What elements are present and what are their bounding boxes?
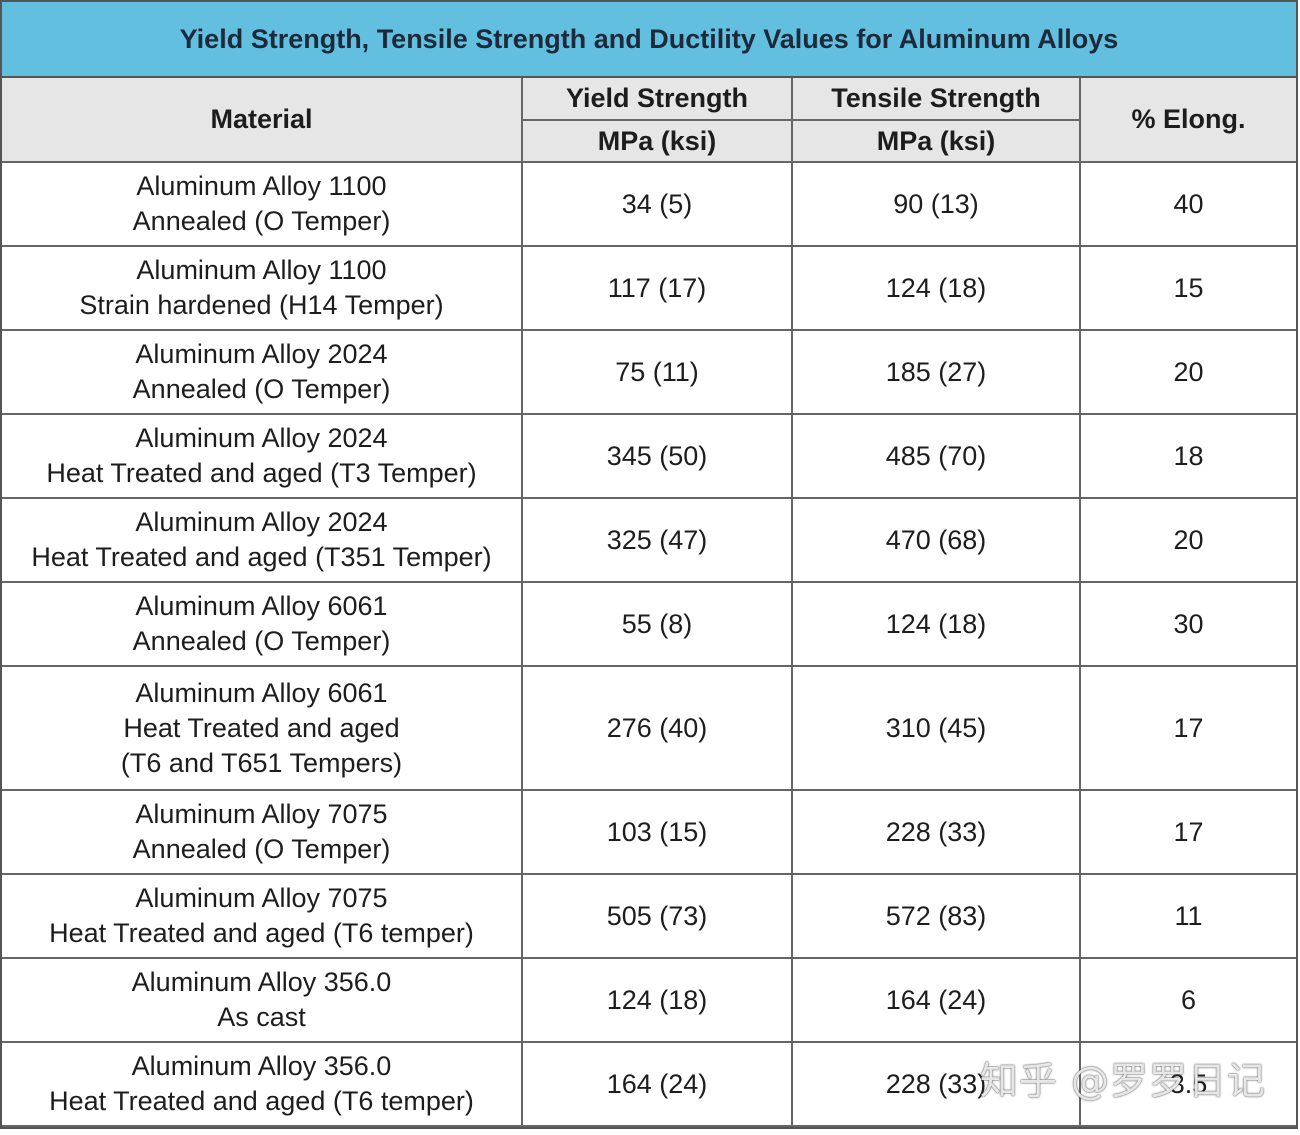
cell-elongation: 17: [1079, 789, 1296, 875]
cell-tensile-strength: 124 (18): [791, 245, 1081, 331]
cell-elongation: 40: [1079, 162, 1296, 247]
watermark: 知乎 @罗罗日记: [979, 1059, 1266, 1103]
table-row: Aluminum Alloy 6061 Annealed (O Temper) 55…: [2, 581, 1296, 667]
material-line: Annealed (O Temper): [132, 374, 391, 404]
cell-elongation: 17: [1079, 665, 1296, 791]
table-row: Aluminum Alloy 2024 Heat Treated and aged…: [2, 497, 1296, 583]
table-row: Aluminum Alloy 1100 Strain hardened (H14 …: [2, 245, 1296, 331]
cell-elongation: 20: [1079, 329, 1296, 415]
cell-yield-strength: 75 (11): [521, 329, 793, 415]
cell-material: Aluminum Alloy 356.0 Heat Treated and age…: [2, 1041, 523, 1127]
cell-material: Aluminum Alloy 1100 Annealed (O Temper): [2, 162, 523, 247]
cell-yield-strength: 34 (5): [521, 162, 793, 247]
header-tensile-unit: MPa (ksi): [791, 119, 1080, 163]
cell-yield-strength: 276 (40): [521, 665, 793, 791]
cell-elongation: 11: [1079, 873, 1296, 959]
material-line: (T6 and T651 Tempers): [120, 747, 403, 778]
cell-material: Aluminum Alloy 7075 Heat Treated and aged…: [2, 873, 523, 959]
header-tensile-strength: Tensile Strength: [791, 78, 1081, 121]
table-row: Aluminum Alloy 1100 Annealed (O Temper) 34…: [2, 162, 1296, 247]
material-line: Aluminum Alloy 1100: [136, 171, 387, 201]
alloy-properties-table: Material Yield Strength Tensile Strength…: [2, 78, 1296, 1127]
table-row: Aluminum Alloy 2024 Heat Treated and aged…: [2, 413, 1296, 499]
table-body: Aluminum Alloy 1100 Annealed (O Temper) 34…: [2, 162, 1296, 1127]
table-row: Aluminum Alloy 7075 Heat Treated and aged…: [2, 873, 1296, 959]
material-line: Heat Treated and aged (T3 Temper): [46, 458, 477, 488]
header-material: Material: [2, 78, 523, 163]
cell-tensile-strength: 90 (13): [791, 162, 1081, 247]
cell-yield-strength: 117 (17): [521, 245, 793, 331]
cell-elongation: 20: [1079, 497, 1296, 583]
cell-tensile-strength: 124 (18): [791, 581, 1081, 667]
material-line: Heat Treated and aged: [123, 712, 400, 743]
table-row: Aluminum Alloy 7075 Annealed (O Temper) 10…: [2, 789, 1296, 875]
material-line: Aluminum Alloy 6061: [135, 677, 388, 708]
material-line: Aluminum Alloy 6061: [135, 591, 388, 621]
cell-material: Aluminum Alloy 2024 Heat Treated and aged…: [2, 497, 523, 583]
material-line: Aluminum Alloy 7075: [135, 883, 388, 913]
material-line: Aluminum Alloy 7075: [135, 799, 388, 829]
table-title: Yield Strength, Tensile Strength and Duc…: [2, 2, 1296, 78]
material-line: Heat Treated and aged (T351 Temper): [31, 542, 492, 572]
cell-material: Aluminum Alloy 1100 Strain hardened (H14 …: [2, 245, 523, 331]
cell-yield-strength: 505 (73): [521, 873, 793, 959]
cell-tensile-strength: 164 (24): [791, 957, 1081, 1043]
cell-elongation: 15: [1079, 245, 1296, 331]
material-line: As cast: [217, 1002, 306, 1032]
header-yield-unit: MPa (ksi): [522, 119, 793, 163]
material-line: Annealed (O Temper): [132, 834, 391, 864]
material-line: Strain hardened (H14 Temper): [79, 290, 444, 320]
material-line: Heat Treated and aged (T6 temper): [49, 1086, 474, 1116]
material-line: Annealed (O Temper): [132, 206, 391, 236]
cell-material: Aluminum Alloy 2024 Heat Treated and aged…: [2, 413, 523, 499]
cell-elongation: 3.5: [1079, 1041, 1296, 1127]
cell-material: Aluminum Alloy 6061 Heat Treated and aged…: [2, 665, 523, 791]
cell-tensile-strength: 228 (33): [791, 1041, 1081, 1127]
cell-material: Aluminum Alloy 6061 Annealed (O Temper): [2, 581, 523, 667]
cell-material: Aluminum Alloy 2024 Annealed (O Temper): [2, 329, 523, 415]
cell-yield-strength: 55 (8): [521, 581, 793, 667]
table-row: Aluminum Alloy 6061 Heat Treated and aged…: [2, 665, 1296, 791]
cell-tensile-strength: 485 (70): [791, 413, 1081, 499]
material-line: Aluminum Alloy 356.0: [131, 1051, 392, 1081]
header-yield-strength: Yield Strength: [521, 78, 793, 121]
table-row: Aluminum Alloy 356.0 Heat Treated and age…: [2, 1041, 1296, 1127]
cell-elongation: 30: [1079, 581, 1296, 667]
cell-yield-strength: 164 (24): [521, 1041, 793, 1127]
table-row: Aluminum Alloy 356.0 As cast 124 (18) 164 (…: [2, 957, 1296, 1043]
material-line: Aluminum Alloy 1100: [136, 255, 387, 285]
table-row: Aluminum Alloy 2024 Annealed (O Temper) 75…: [2, 329, 1296, 415]
cell-tensile-strength: 185 (27): [791, 329, 1081, 415]
cell-yield-strength: 345 (50): [521, 413, 793, 499]
cell-tensile-strength: 310 (45): [791, 665, 1081, 791]
cell-material: Aluminum Alloy 356.0 As cast: [2, 957, 523, 1043]
material-line: Heat Treated and aged (T6 temper): [49, 918, 474, 948]
cell-tensile-strength: 228 (33): [791, 789, 1081, 875]
material-line: Aluminum Alloy 2024: [135, 339, 388, 369]
material-line: Aluminum Alloy 2024: [135, 423, 388, 453]
header-elongation: % Elong.: [1079, 78, 1296, 163]
cell-tensile-strength: 572 (83): [791, 873, 1081, 959]
cell-elongation: 18: [1079, 413, 1296, 499]
cell-yield-strength: 325 (47): [521, 497, 793, 583]
cell-yield-strength: 103 (15): [521, 789, 793, 875]
material-line: Aluminum Alloy 356.0: [131, 967, 392, 997]
cell-yield-strength: 124 (18): [521, 957, 793, 1043]
cell-elongation: 6: [1079, 957, 1296, 1043]
material-line: Annealed (O Temper): [132, 626, 391, 656]
material-line: Aluminum Alloy 2024: [135, 507, 388, 537]
cell-material: Aluminum Alloy 7075 Annealed (O Temper): [2, 789, 523, 875]
cell-tensile-strength: 470 (68): [791, 497, 1081, 583]
